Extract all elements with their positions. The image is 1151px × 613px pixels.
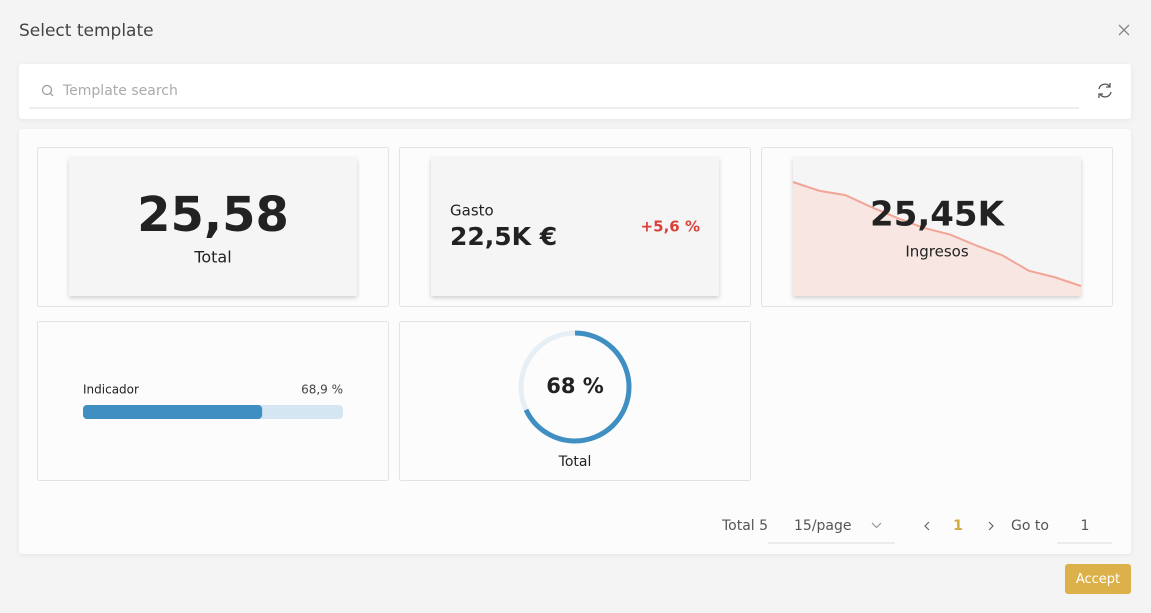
- progress-label: Indicador: [83, 383, 139, 397]
- refresh-button[interactable]: [1098, 83, 1112, 98]
- page-size-select[interactable]: 15/page: [794, 518, 852, 534]
- kpi-label: Ingresos: [905, 243, 969, 261]
- widget-tile: [431, 157, 719, 296]
- search-input[interactable]: Template search: [62, 83, 178, 99]
- kpi-value: 25,58: [137, 187, 289, 243]
- kpi-change: +5,6 %: [641, 218, 700, 236]
- progress-fill: [83, 405, 263, 419]
- kpi-label: Gasto: [450, 202, 494, 220]
- kpi-value: 22,5K €: [450, 222, 557, 251]
- next-page[interactable]: [988, 521, 994, 531]
- progress-value: 68,9 %: [301, 383, 343, 397]
- search-panel: [19, 64, 1131, 119]
- goto-input[interactable]: 1: [1081, 518, 1090, 534]
- total-count: Total 5: [721, 518, 768, 534]
- search-icon: [41, 84, 54, 97]
- dialog-title: Select template: [19, 21, 154, 41]
- select-arrow: [871, 522, 882, 529]
- template-card[interactable]: [399, 321, 751, 481]
- prev-page[interactable]: [924, 521, 930, 531]
- goto-label: Go to: [1011, 518, 1049, 534]
- close-button[interactable]: [1118, 24, 1130, 36]
- template-card[interactable]: [37, 321, 389, 481]
- kpi-value: 25,45K: [870, 195, 1006, 235]
- trend-line: [792, 181, 1082, 287]
- widget-tile: [69, 157, 357, 296]
- ring-value: 68 %: [546, 374, 604, 398]
- trend-area: [793, 182, 1081, 296]
- ring-fill: [518, 330, 632, 444]
- kpi-label: Total: [193, 248, 231, 267]
- ring-label: Total: [558, 454, 592, 470]
- accept-button[interactable]: [1065, 564, 1131, 594]
- accept-label[interactable]: Accept: [1076, 572, 1120, 587]
- current-page[interactable]: 1: [953, 518, 963, 534]
